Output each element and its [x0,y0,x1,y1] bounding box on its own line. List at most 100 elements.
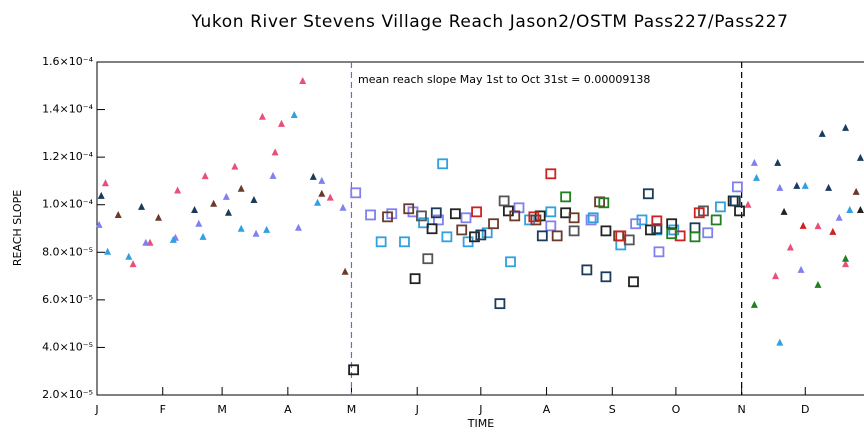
square-point [581,264,593,276]
y-tick-label: 1.4×10⁻⁴ [42,103,94,116]
square-point [365,209,376,221]
triangle-point [341,267,349,275]
square-point [568,225,580,237]
triangle-point [818,129,826,137]
triangle-point [793,181,801,189]
x-tick-label: A [543,403,551,416]
triangle-point [801,181,809,189]
x-tick-label: N [738,403,746,416]
square-point [475,229,487,241]
square-point [628,276,639,288]
square-point [702,227,714,239]
triangle-point [750,158,758,166]
triangle-point [842,123,850,131]
y-tick-label: 1.0×10⁻⁴ [42,198,94,211]
triangle-point [318,189,326,197]
x-tick-label: J [415,403,419,416]
triangle-point [199,232,207,240]
square-point [551,230,563,242]
triangle-point [835,213,843,221]
square-point [545,168,557,180]
triangle-point [842,254,850,262]
square-point [732,181,743,193]
x-tick-label: J [94,403,98,416]
plot-frame [96,61,864,396]
triangle-point [97,191,105,199]
triangle-point [750,300,758,308]
triangle-point [814,222,822,230]
y-axis-label: REACH SLOPE [11,190,24,266]
y-tick-label: 6.0×10⁻⁵ [42,293,93,306]
triangle-point [195,219,203,227]
square-point [545,206,557,218]
square-point [536,230,548,242]
triangle-point [258,112,266,120]
square-point [382,211,393,223]
square-point [715,201,726,213]
square-point [598,197,610,209]
triangle-point [169,235,177,243]
square-point [460,212,472,224]
triangle-point [856,153,864,161]
square-point [469,231,480,243]
square-point [494,298,506,310]
square-point [729,195,741,207]
triangle-point [95,220,103,228]
triangle-point [290,111,298,119]
square-point [615,230,627,242]
square-point [433,214,444,226]
y-tick-label: 8.0×10⁻⁵ [42,245,93,258]
square-point [409,273,421,285]
triangle-point [744,200,752,208]
y-tick-label: 1.6×10⁻⁴ [42,55,94,68]
square-point [600,271,612,283]
square-point [350,187,362,199]
triangle-point [142,238,150,246]
x-tick-label: M [347,403,357,416]
triangle-point [299,77,307,85]
square-point [568,212,580,224]
triangle-point [277,119,285,127]
triangle-point [114,210,122,218]
triangle-point [237,184,245,192]
triangle-point [852,187,860,195]
triangle-point [326,193,334,201]
x-tick-label: S [609,403,616,416]
triangle-point [846,205,854,213]
y-tick-label: 1.2×10⁻⁴ [42,150,94,163]
y-tick-label: 4.0×10⁻⁵ [42,340,93,353]
triangle-point [224,208,232,216]
triangle-point [138,202,146,210]
x-tick-label: F [160,403,166,416]
triangle-point [780,207,788,215]
square-point [498,195,510,207]
triangle-point [814,280,822,288]
triangle-point [339,203,347,211]
square-point [348,364,359,376]
x-axis-label: TIME [467,417,494,430]
square-point [666,218,678,230]
triangle-point [231,162,239,170]
square-point [585,214,597,226]
chart-title: Yukon River Stevens Village Reach Jason2… [191,12,789,32]
triangle-point [250,195,258,203]
square-point [416,210,427,222]
square-point [399,236,410,248]
triangle-point [314,198,322,206]
x-tick-label: D [801,403,809,416]
x-tick-label: M [217,403,227,416]
triangle-point [201,172,209,180]
triangle-point [125,252,133,260]
square-point [689,231,701,243]
triangle-point [101,179,109,187]
triangle-point [271,148,279,156]
square-point [481,227,493,239]
x-tick-label: J [478,403,482,416]
square-point [651,223,663,235]
x-tick-label: A [284,403,292,416]
triangle-point [752,173,760,181]
triangle-point [772,272,780,280]
annotation: mean reach slope May 1st to Oct 31st = 0… [358,73,650,86]
square-point [456,224,468,236]
